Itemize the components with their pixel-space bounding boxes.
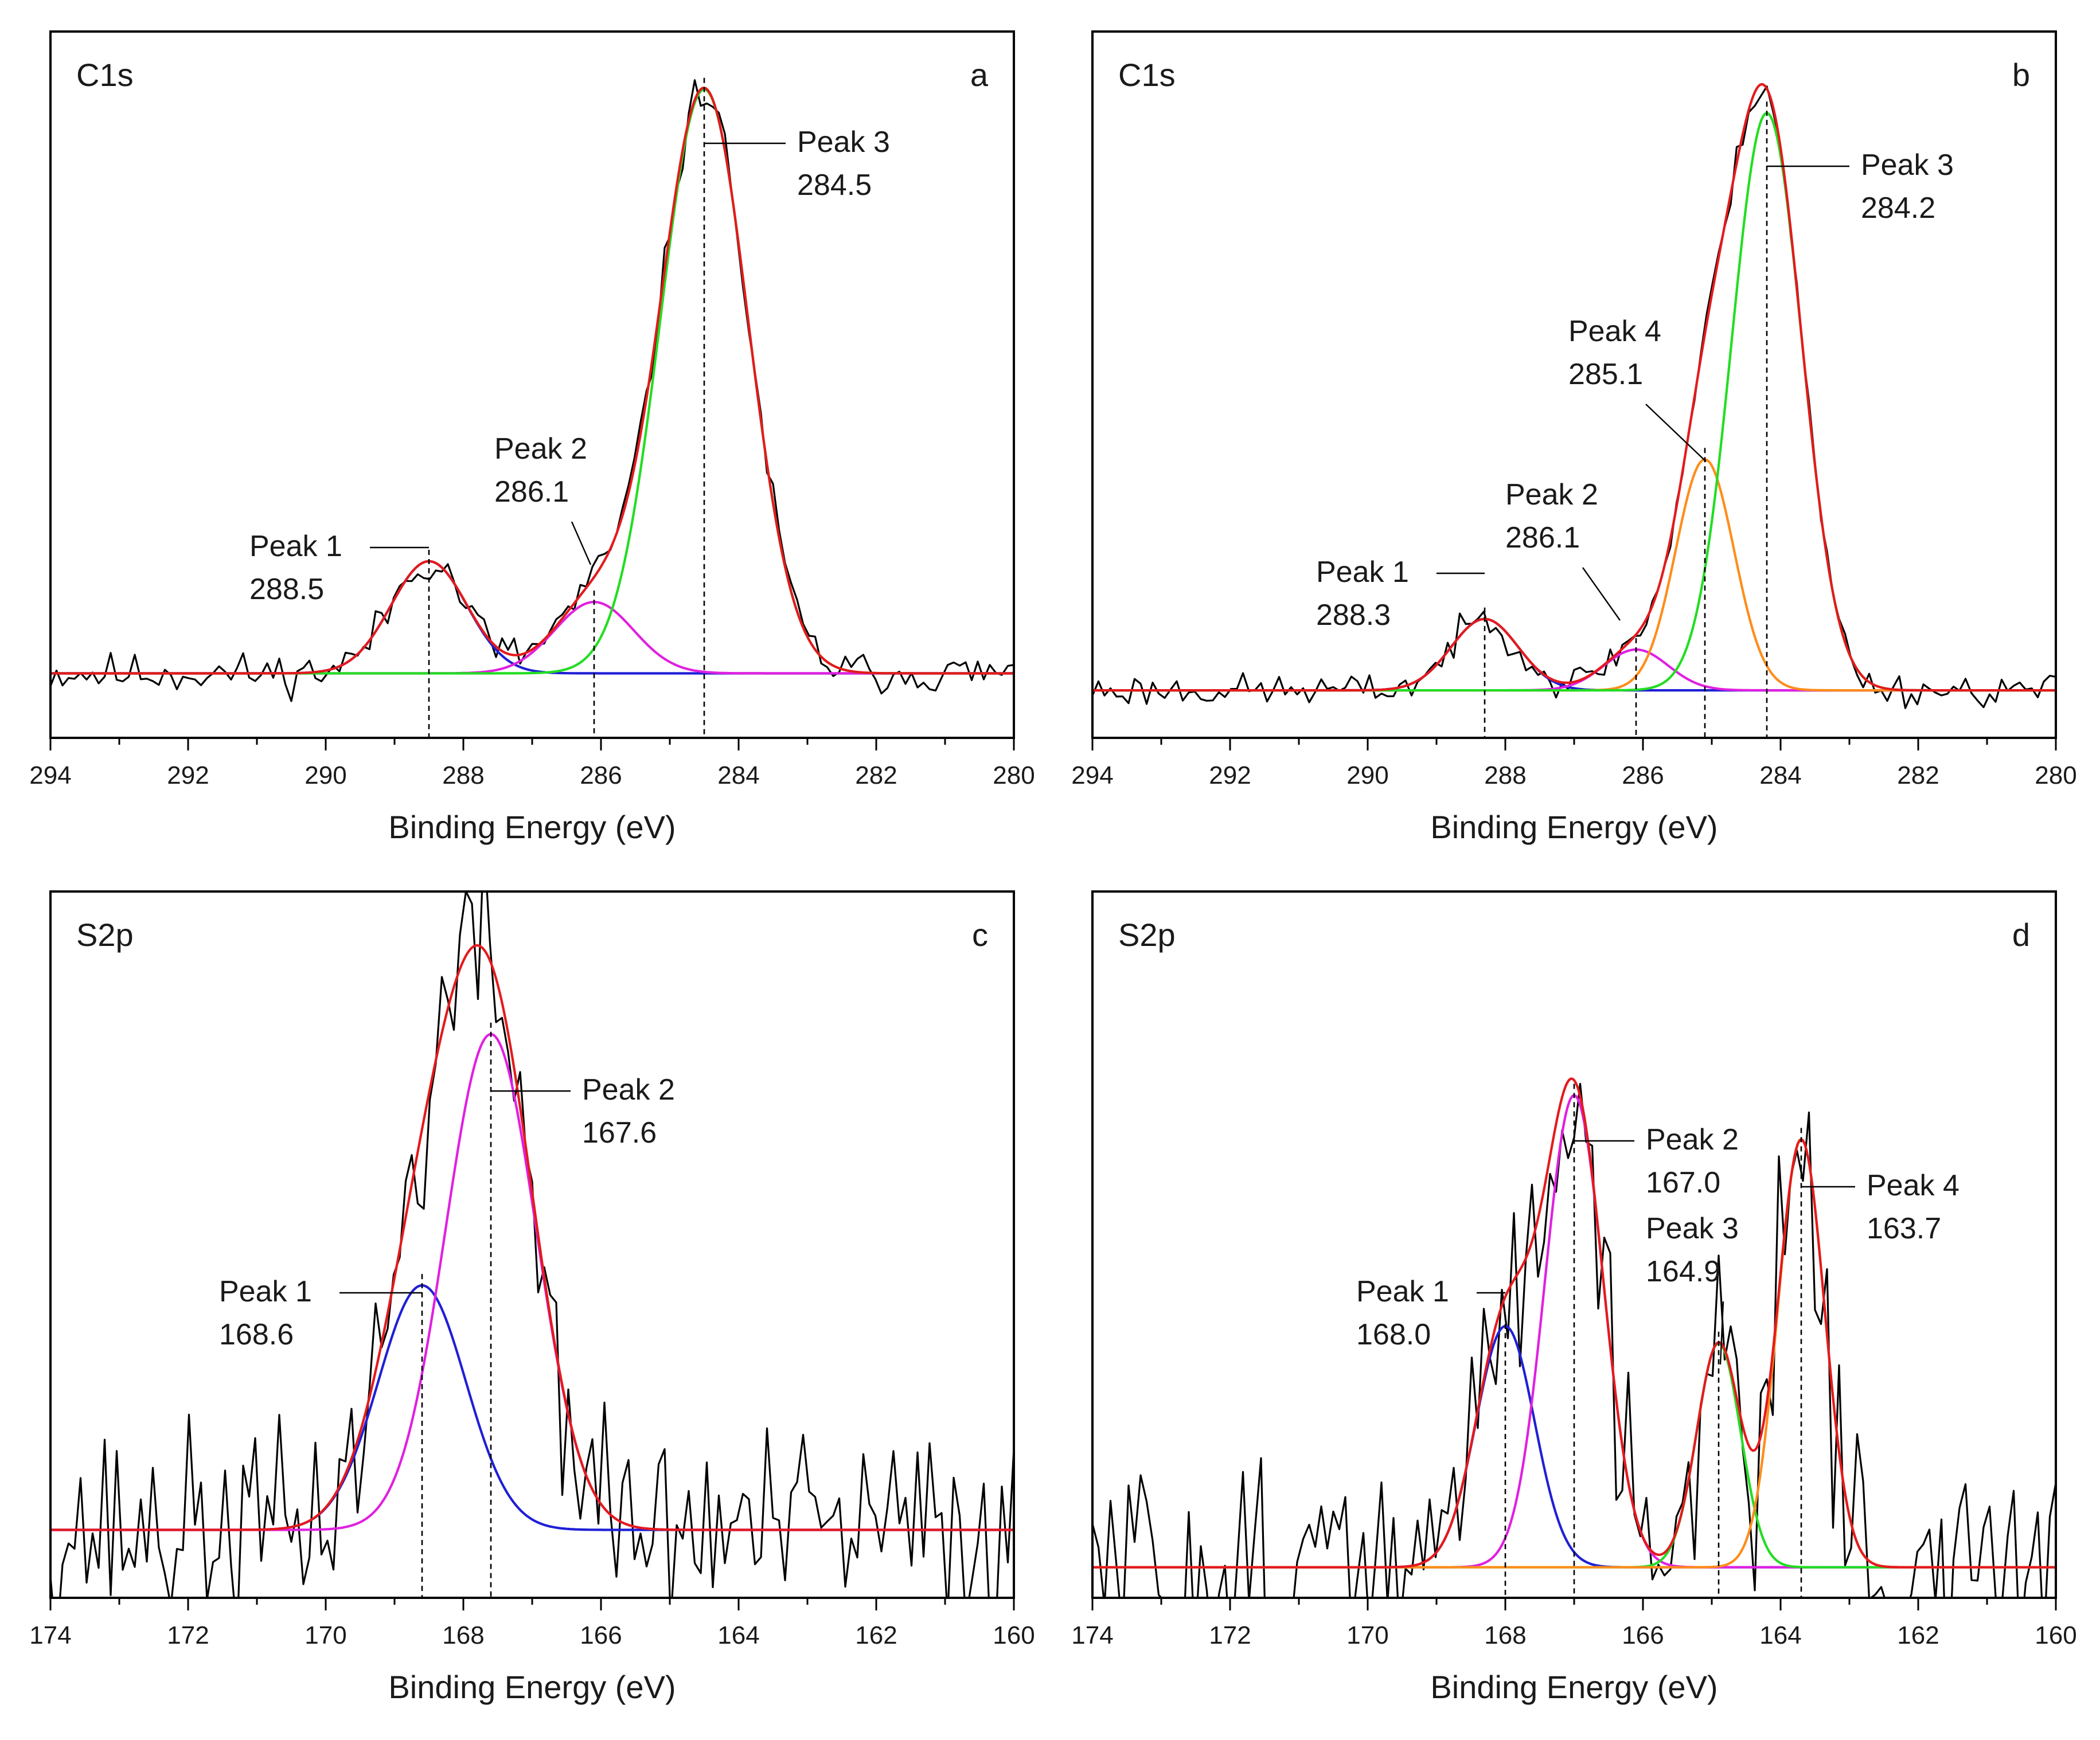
peak-name-label: Peak 3	[1861, 148, 1954, 182]
x-axis-title: Binding Energy (eV)	[1430, 809, 1718, 845]
peak-energy-label: 163.7	[1867, 1212, 1941, 1245]
raw-spectrum-line	[50, 79, 1014, 702]
x-tick-label: 166	[580, 1621, 622, 1649]
x-tick-label: 160	[2035, 1621, 2076, 1649]
peak-energy-label: 167.0	[1646, 1166, 1720, 1199]
envelope-fit-line	[50, 944, 1014, 1531]
x-tick-label: 164	[717, 1621, 759, 1649]
x-tick-label: 164	[1759, 1621, 1801, 1649]
peak-energy-label: 285.1	[1568, 358, 1643, 391]
peak-name-label: Peak 2	[1646, 1123, 1739, 1156]
plot-area	[50, 77, 1014, 738]
x-tick-label: 174	[1071, 1621, 1113, 1649]
x-tick-label: 282	[1897, 761, 1939, 789]
peak-energy-label: 286.1	[494, 475, 569, 509]
peak-name-label: Peak 1	[249, 530, 342, 563]
x-axis-title: Binding Energy (eV)	[1430, 1669, 1718, 1705]
plot-area	[50, 891, 1014, 1598]
peak-name-label: Peak 2	[1505, 478, 1598, 511]
x-tick-label: 280	[993, 761, 1035, 789]
x-tick-label: 166	[1622, 1621, 1664, 1649]
element-label: C1s	[76, 57, 134, 93]
x-tick-label: 172	[167, 1621, 209, 1649]
annotation-leader	[1582, 567, 1621, 621]
peak-energy-label: 167.6	[582, 1116, 657, 1149]
fit-line-peak-2	[1092, 1094, 2056, 1569]
plot-frame	[49, 890, 1015, 1599]
peak-energy-label: 164.9	[1646, 1255, 1720, 1288]
x-axis-title: Binding Energy (eV)	[388, 1669, 676, 1705]
panel-letter: b	[2012, 57, 2030, 93]
peak-energy-label: 168.0	[1356, 1318, 1431, 1351]
fit-line-peak-2	[50, 600, 1014, 675]
x-tick-label: 168	[442, 1621, 484, 1649]
x-axis-title: Binding Energy (eV)	[388, 809, 676, 845]
peak-energy-label: 284.5	[797, 169, 872, 202]
peak-energy-label: 284.2	[1861, 191, 1935, 225]
x-tick-label: 174	[29, 1621, 71, 1649]
envelope-fit-line	[50, 87, 1014, 675]
peak-name-label: Peak 1	[219, 1275, 312, 1308]
panel-letter: d	[2012, 917, 2030, 953]
annotation-leader	[1719, 1301, 1724, 1365]
x-tick-label: 170	[305, 1621, 346, 1649]
element-label: S2p	[1118, 917, 1176, 953]
peak-name-label: Peak 4	[1867, 1169, 1960, 1202]
panel-letter: a	[970, 57, 989, 93]
plot-area	[1092, 1077, 2056, 1598]
envelope-fit-line	[1092, 83, 2056, 692]
x-tick-label: 288	[1484, 761, 1526, 789]
peak-energy-label: 168.6	[219, 1318, 294, 1351]
x-tick-label: 284	[1759, 761, 1801, 789]
plot-area	[1092, 83, 2056, 738]
fit-line-peak-1	[50, 1284, 1014, 1531]
element-label: C1s	[1118, 57, 1176, 93]
envelope-fit-line	[1092, 1077, 2056, 1569]
panel-a: 294 292 290 288 286 284 282 280 Binding Energy (…	[29, 30, 1035, 845]
peak-name-label: Peak 2	[494, 432, 587, 466]
x-tick-label: 282	[855, 761, 897, 789]
x-tick-label: 168	[1484, 1621, 1526, 1649]
peak-name-label: Peak 1	[1356, 1275, 1449, 1308]
x-tick-label: 280	[2035, 761, 2076, 789]
fit-line-peak-1	[1092, 617, 2056, 692]
annotation-leader	[1645, 404, 1707, 462]
x-tick-label: 288	[442, 761, 484, 789]
x-tick-label: 294	[1071, 761, 1113, 789]
x-tick-label: 160	[993, 1621, 1035, 1649]
element-label: S2p	[76, 917, 134, 953]
peak-name-label: Peak 3	[1646, 1212, 1739, 1245]
peak-name-label: Peak 2	[582, 1073, 675, 1106]
x-tick-label: 290	[1346, 761, 1388, 789]
peak-name-label: Peak 1	[1316, 556, 1409, 589]
fit-line-peak-2	[50, 1033, 1014, 1531]
panel-c: 174 172 170 168 166 164 162 160 Binding Energy (…	[29, 890, 1035, 1705]
panel-letter: c	[972, 917, 988, 953]
panel-d: 174 172 170 168 166 164 162 160 Binding Energy (…	[1071, 890, 2077, 1705]
annotation-leader	[571, 521, 592, 565]
x-tick-label: 286	[1622, 761, 1664, 789]
raw-spectrum-line	[50, 891, 1014, 1598]
raw-spectrum-line	[1092, 1082, 2056, 1598]
x-tick-label: 170	[1346, 1621, 1388, 1649]
peak-name-label: Peak 4	[1568, 315, 1661, 348]
x-tick-label: 284	[717, 761, 759, 789]
x-tick-label: 294	[29, 761, 71, 789]
peak-name-label: Peak 3	[797, 126, 890, 159]
x-tick-label: 162	[855, 1621, 897, 1649]
x-tick-label: 162	[1897, 1621, 1939, 1649]
fit-line-peak-1	[50, 560, 1014, 675]
x-tick-label: 172	[1209, 1621, 1251, 1649]
x-tick-label: 292	[167, 761, 209, 789]
peak-energy-label: 288.3	[1316, 599, 1391, 632]
x-tick-label: 292	[1209, 761, 1251, 789]
x-tick-label: 286	[580, 761, 622, 789]
peak-energy-label: 288.5	[249, 573, 324, 606]
peak-energy-label: 286.1	[1505, 521, 1580, 554]
panel-b: 294 292 290 288 286 284 282 280 Binding Energy (…	[1071, 30, 2077, 845]
x-tick-label: 290	[305, 761, 346, 789]
